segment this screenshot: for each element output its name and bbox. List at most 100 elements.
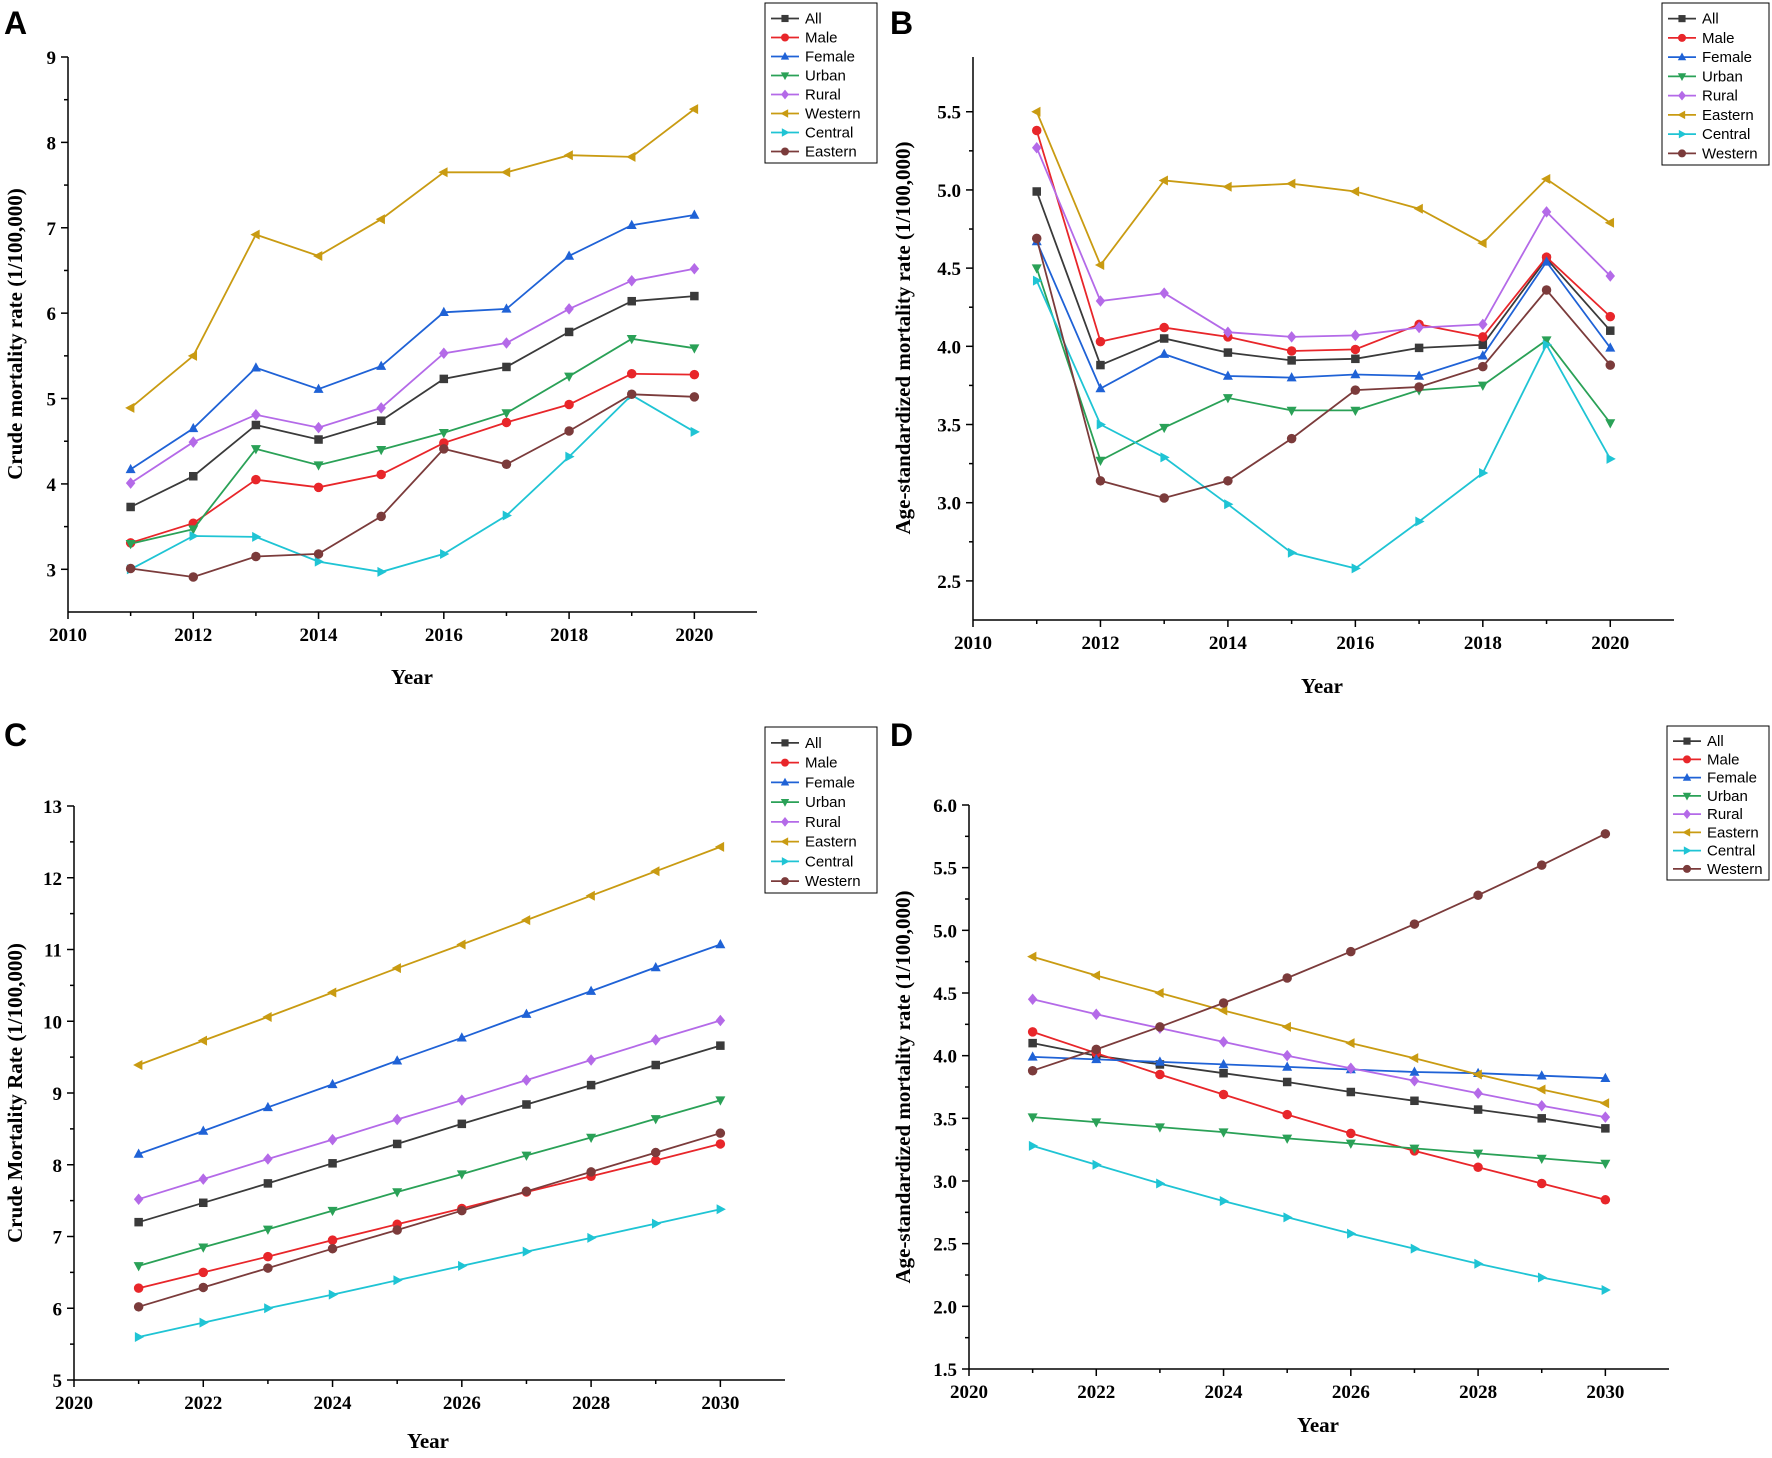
panel-b-series-western-line: [1035, 238, 1611, 499]
panel-a-series-eastern-point: [626, 389, 637, 400]
panel-b-series-all-point: [1223, 348, 1233, 357]
panel-b-series-central-point: [1287, 547, 1298, 558]
panel-a-series-eastern-point: [439, 444, 449, 454]
panel-a-x-tick-label: 2014: [300, 625, 339, 646]
panel-b-legend-item-central: Central: [1668, 126, 1750, 143]
panel-b-legend-item-eastern: Eastern: [1668, 107, 1754, 124]
panel-d-legend-label: Female: [1707, 770, 1757, 787]
panel-b-legend-swatch-marker: [1677, 52, 1687, 61]
panel-c-series-female-point: [521, 1008, 532, 1018]
panel-c-series-eastern-point: [197, 1035, 208, 1046]
panel-a-x-tick-label: 2020: [675, 625, 713, 646]
panel-a-y-axis-title: Crude mortality rate (1/100,000): [3, 188, 27, 480]
panel-c-series-western-point: [650, 1147, 661, 1158]
panel-c-series-central-point: [716, 1204, 726, 1215]
panel-b-legend-item-western: Western: [1668, 145, 1758, 162]
panel-d: D 2020 2022 2024 2026 2028 2030 1.5 2.0 2.5 3.0 3.…: [890, 717, 1770, 1437]
panel-a-series-central-point: [314, 556, 325, 567]
panel-d-series-male-point: [1027, 1027, 1038, 1037]
panel-b-legend-swatch-marker: [1678, 129, 1687, 139]
panel-d-series-female-point: [1409, 1066, 1420, 1076]
panel-b-series-male-line: [1035, 130, 1611, 352]
panel-a-series-male-point: [626, 369, 637, 379]
panel-a-legend-item-male: Male: [771, 30, 838, 47]
panel-a-series-all-point: [439, 374, 449, 384]
panel-c-y-tick-label: 12: [43, 869, 62, 890]
panel-b-legend-swatch-marker: [1677, 73, 1687, 81]
panel-d-series-rural-point: [1091, 1008, 1102, 1021]
panel-b-legend-swatch-marker: [1677, 110, 1686, 120]
panel-c-series-rural-point: [457, 1094, 467, 1106]
panel-c-legend-label: Central: [805, 853, 853, 870]
panel-b-series-female-point: [1095, 383, 1106, 393]
panel-d-series-group: [1027, 829, 1611, 1296]
panel-b-series-western-point: [1095, 476, 1106, 486]
panel-a-series-rural-point: [439, 347, 449, 360]
panel-a-series-eastern-point: [501, 459, 512, 470]
panel-a-series-all-point: [126, 502, 135, 512]
panel-b-series-rural: [1031, 141, 1616, 343]
panel-d-series-western-point: [1346, 946, 1356, 957]
panel-c-series-male-point: [715, 1139, 726, 1149]
panel-d-series-all-point: [1473, 1105, 1483, 1114]
panel-a-series-group: [125, 104, 700, 582]
panel-d-series-rural-point: [1027, 993, 1038, 1006]
panel-a-x-tick-label: 2012: [174, 625, 212, 646]
panel-b-series-urban-point: [1477, 381, 1488, 391]
panel-c-x-tick-label: 2030: [701, 1393, 739, 1414]
panel-b-series-male-point: [1478, 332, 1488, 342]
panel-b-series-male-point: [1286, 346, 1297, 356]
panel-b-series-central-point: [1479, 467, 1489, 478]
panel-a-series-eastern-point: [188, 572, 199, 582]
panel-d-y-tick-label: 3.0: [933, 1172, 957, 1193]
panel-c-x-tick-label: 2024: [314, 1393, 353, 1414]
panel-b-series-all-point: [1032, 187, 1041, 196]
panel-d-series-rural-point: [1536, 1100, 1547, 1112]
panel-b-series-urban-point: [1095, 456, 1106, 466]
panel-d-y-tick-label: 5.5: [933, 859, 957, 880]
panel-a-series-western-point: [125, 402, 135, 413]
panel-b-legend-item-female: Female: [1668, 49, 1752, 66]
panel-a-series-rural-point: [689, 263, 700, 275]
panel-b-series-urban-line: [1035, 267, 1612, 462]
panel-c-series-all-point: [392, 1139, 402, 1149]
panel-c-series-western-point: [263, 1263, 273, 1273]
panel-c-legend-swatch-marker: [780, 777, 790, 786]
panel-a-series-female-point: [501, 303, 512, 313]
panel-b-series-male-point: [1031, 125, 1042, 136]
panel-d-series-female-point: [1600, 1072, 1611, 1082]
panel-d-series-male-point: [1600, 1195, 1611, 1205]
panel-b-series-central-point: [1606, 453, 1616, 464]
panel-d-legend-item-female: Female: [1673, 770, 1757, 787]
panel-c-legend-item-rural: Rural: [771, 814, 841, 831]
panel-a-series-central-point: [377, 566, 387, 577]
panel-a-series-urban-point: [376, 446, 387, 456]
panel-a-legend-item-rural: Rural: [771, 87, 841, 104]
panel-c-series-urban-point: [521, 1151, 532, 1161]
panel-d-x-tick-label: 2020: [950, 1382, 988, 1403]
panel-a-y-tick-label: 4: [47, 475, 57, 496]
panel-a-series-all-point: [690, 291, 699, 301]
panel-c-legend-swatch-marker: [781, 739, 789, 747]
panel-c-legend-item-male: Male: [771, 755, 838, 772]
panel-b-y-tick-label: 5.5: [937, 103, 961, 124]
panel-a-series-central-point: [565, 451, 575, 462]
panel-c-series-all-line: [138, 1044, 721, 1224]
panel-b-x-tick-label: 2020: [1591, 633, 1629, 654]
panel-b-series-male-point: [1350, 344, 1361, 355]
panel-b-series-western-point: [1031, 233, 1042, 244]
panel-d-series-western-point: [1409, 919, 1420, 929]
panel-d-series-central-point: [1410, 1243, 1420, 1254]
panel-c-series-central-point: [393, 1275, 403, 1286]
panel-d-series-western-point: [1473, 890, 1483, 900]
panel-d-series-eastern-point: [1027, 951, 1037, 962]
panel-b-series-rural-point: [1223, 326, 1233, 338]
panel-c-y-tick-label: 13: [43, 797, 62, 818]
panel-d-series-rural-point: [1346, 1062, 1356, 1074]
panel-a-series-urban-point: [438, 428, 449, 439]
panel-c-series-central-point: [264, 1303, 274, 1314]
panel-d-series-western-point: [1027, 1065, 1038, 1076]
panel-b-series-western-point: [1223, 476, 1233, 486]
panel-d-series-male-point: [1218, 1089, 1229, 1100]
panel-d-series-western-point: [1600, 829, 1611, 839]
